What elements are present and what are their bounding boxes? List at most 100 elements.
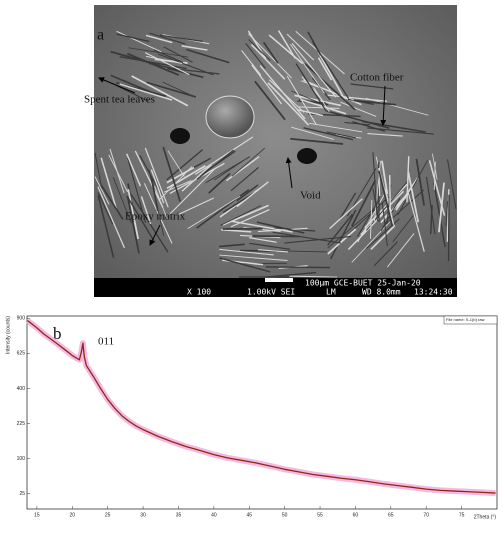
fiber — [388, 175, 392, 214]
fiber — [167, 150, 185, 177]
fiber — [145, 34, 173, 44]
fiber — [119, 83, 173, 101]
x-tick-label: 40 — [211, 512, 217, 518]
fiber — [94, 176, 110, 205]
y-tick-label: 400 — [17, 386, 26, 392]
fiber — [205, 156, 250, 184]
fiber — [126, 195, 156, 243]
fiber — [382, 189, 425, 228]
fiber — [119, 55, 187, 70]
fiber — [144, 147, 169, 208]
info-text: 13:24:30 — [414, 288, 453, 297]
fiber — [272, 231, 341, 244]
fiber — [186, 48, 230, 64]
fiber — [162, 146, 181, 202]
plot-frame — [26, 315, 498, 510]
fiber — [317, 51, 347, 103]
fiber — [384, 188, 395, 225]
fiber — [97, 195, 115, 258]
fiber — [100, 157, 118, 210]
fiber — [251, 64, 283, 105]
fiber — [219, 248, 274, 256]
fiber — [252, 235, 300, 238]
fiber — [348, 196, 389, 235]
fiber — [309, 122, 363, 133]
fiber — [110, 74, 153, 94]
info-text: WD 8.0mm — [362, 288, 401, 297]
x-tick-label: 60 — [353, 512, 359, 518]
x-tick-label: 70 — [423, 512, 429, 518]
fiber — [166, 166, 195, 184]
fiber — [196, 189, 250, 229]
fiber — [159, 34, 203, 42]
fiber — [397, 160, 428, 216]
fiber — [286, 33, 315, 61]
fiber — [222, 191, 256, 214]
fiber — [116, 30, 162, 53]
fibers — [94, 30, 457, 278]
fiber — [250, 44, 286, 80]
x-tick-label: 25 — [105, 512, 111, 518]
panel-label: b — [53, 324, 62, 343]
fiber — [352, 120, 386, 132]
info-text: 1.00kV SEI — [247, 288, 295, 297]
fiber — [291, 43, 337, 98]
fiber — [378, 170, 394, 227]
fiber — [431, 153, 438, 180]
fiber — [163, 46, 193, 63]
y-tick-label: 625 — [17, 351, 26, 357]
fiber — [127, 189, 139, 240]
fiber — [294, 94, 342, 107]
fiber — [386, 233, 415, 268]
fiber — [445, 201, 449, 227]
fiber — [291, 126, 335, 140]
info-text: X 100 — [187, 288, 211, 297]
fiber — [196, 149, 234, 180]
x-tick-label: 35 — [176, 512, 182, 518]
fiber — [116, 33, 150, 43]
fiber — [350, 83, 394, 90]
fiber — [162, 81, 196, 98]
void-hole — [170, 128, 190, 144]
annotation: Epoxy matrix — [125, 211, 186, 223]
info-text: LM — [326, 288, 336, 297]
fiber — [219, 257, 271, 273]
fiber — [266, 271, 317, 278]
fiber — [300, 80, 356, 102]
sem-image — [94, 5, 457, 297]
fiber — [97, 192, 114, 225]
x-tick-label: 75 — [459, 512, 465, 518]
y-tick-label: 225 — [17, 421, 26, 427]
fiber — [351, 179, 377, 227]
fiber — [351, 220, 392, 263]
fiber — [425, 176, 436, 235]
fiber — [248, 39, 271, 62]
fiber — [286, 75, 317, 125]
fiber — [150, 169, 165, 204]
fiber — [381, 201, 388, 247]
fiber — [187, 195, 241, 230]
fiber — [230, 166, 260, 192]
fiber — [213, 160, 243, 181]
fiber — [262, 41, 279, 64]
fiber — [304, 63, 356, 111]
fiber — [406, 156, 410, 203]
fiber — [230, 209, 270, 228]
fiber — [362, 120, 426, 133]
fiber — [257, 249, 289, 253]
fiber — [219, 243, 245, 248]
fiber — [145, 55, 183, 64]
fiber — [290, 137, 344, 145]
arrow — [380, 85, 387, 126]
void-hole — [297, 148, 317, 164]
panel-label: a — [97, 27, 104, 44]
fiber — [153, 49, 184, 64]
x-axis-label: 2Theta (°) — [474, 514, 497, 520]
fiber — [327, 228, 357, 255]
annotation: Void — [300, 190, 321, 202]
fiber — [150, 177, 159, 212]
fiber — [131, 75, 189, 107]
fiber — [220, 205, 262, 226]
